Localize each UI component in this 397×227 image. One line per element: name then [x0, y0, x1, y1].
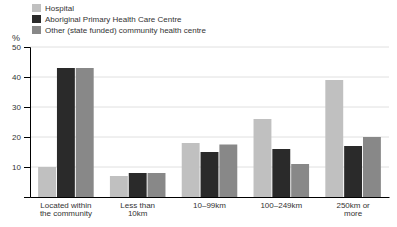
bar	[38, 167, 56, 197]
bar	[57, 68, 75, 197]
tick: 20	[12, 133, 30, 142]
legend-item: Aboriginal Primary Health Care Centre	[32, 15, 182, 24]
axis-line	[31, 197, 390, 198]
tick-mark	[24, 137, 30, 138]
tick-label-line: the community	[40, 209, 92, 218]
y-axis-title: %	[12, 33, 20, 43]
bar	[344, 146, 362, 197]
bar	[201, 152, 219, 197]
tick-mark	[24, 107, 30, 108]
tick-mark	[24, 167, 30, 168]
tick: 10–99km	[193, 201, 226, 210]
legend-swatch	[32, 26, 41, 34]
tick-label: Less than10km	[120, 201, 155, 219]
tick-label-line: more	[344, 209, 363, 218]
tick-label-line: 10km	[128, 209, 148, 218]
axis-line	[24, 48, 31, 198]
series	[76, 68, 381, 197]
bar	[325, 80, 343, 197]
y-axis: 10 20 30 40 50	[12, 43, 30, 197]
tick: 10	[12, 163, 30, 172]
tick-label: 50	[12, 43, 21, 52]
tick-mark	[24, 47, 30, 48]
legend-item: Other (state funded) community health ce…	[32, 26, 207, 35]
tick: Located withinthe community	[40, 201, 92, 219]
bar	[129, 173, 147, 197]
tick: 100–249km	[260, 201, 302, 210]
bar	[110, 176, 128, 197]
legend-label: Hospital	[45, 4, 74, 13]
tick-label-line: 250km or	[336, 201, 370, 210]
tick-label: 40	[12, 73, 21, 82]
legend: Hospital Aboriginal Primary Health Care C…	[32, 4, 207, 35]
bar	[254, 119, 272, 197]
legend-swatch	[32, 4, 41, 12]
bar	[291, 164, 309, 197]
x-axis: Located withinthe community Less than10km…	[31, 198, 390, 219]
tick-label: Located withinthe community	[40, 201, 92, 219]
tick-label: 100–249km	[260, 201, 302, 210]
legend-item: Hospital	[32, 4, 74, 13]
tick-label: 20	[12, 133, 21, 142]
tick-label-line: 100–249km	[260, 201, 302, 210]
chart: 10 20 30 40 50 Located withinthe community Les…	[0, 0, 397, 227]
bar	[363, 137, 381, 197]
legend-label: Aboriginal Primary Health Care Centre	[45, 15, 182, 24]
tick: Less than10km	[120, 201, 155, 219]
bars	[38, 68, 381, 197]
tick-mark	[24, 77, 30, 78]
tick-label: 10	[12, 163, 21, 172]
tick: 50	[12, 43, 30, 52]
plot: 10 20 30 40 50 Located withinthe community Les…	[12, 43, 389, 218]
tick: 250km ormore	[336, 201, 370, 219]
tick: 30	[12, 103, 30, 112]
bar	[76, 68, 94, 197]
tick-label-line: 10–99km	[193, 201, 226, 210]
bar	[219, 145, 237, 198]
grid-line	[30, 47, 389, 48]
legend-swatch	[32, 15, 41, 23]
series	[57, 68, 362, 197]
tick-label: 250km ormore	[336, 201, 370, 219]
tick-label-line: Less than	[120, 201, 155, 210]
tick: 40	[12, 73, 30, 82]
tick-label: 10–99km	[193, 201, 226, 210]
bar	[272, 149, 290, 197]
bar	[182, 143, 200, 197]
bar	[148, 173, 166, 197]
tick-label-line: Located within	[40, 201, 91, 210]
legend-label: Other (state funded) community health ce…	[45, 26, 207, 35]
tick-label: 30	[12, 103, 21, 112]
